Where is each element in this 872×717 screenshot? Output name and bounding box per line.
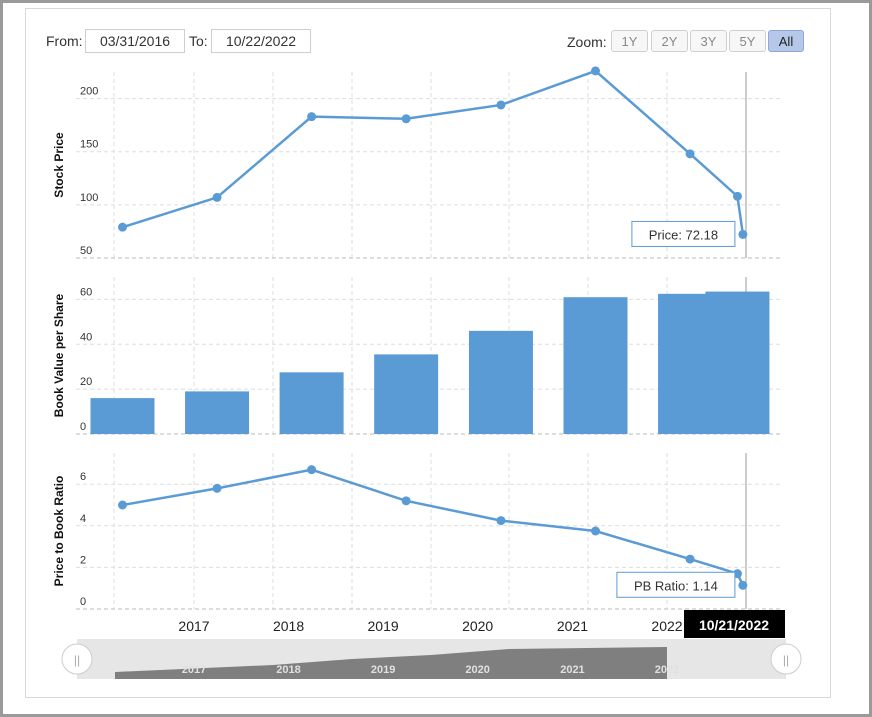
crosshair-date-label: 10/21/2022: [699, 617, 769, 633]
data-point: [738, 229, 748, 239]
y-tick-label: 40: [80, 331, 92, 343]
y-tick-label: 60: [80, 286, 92, 298]
navigator-tick-label: 2017: [182, 664, 206, 676]
handle-circle: [770, 643, 802, 675]
navigator-right-handle[interactable]: ||: [770, 643, 802, 675]
y-tick-label: 2: [80, 554, 86, 566]
bar: [563, 297, 628, 434]
y-axis-title: Price to Book Ratio: [52, 476, 66, 587]
y-tick-label: 150: [80, 139, 98, 151]
navigator-tick-label: 2021: [560, 664, 584, 676]
data-point: [496, 516, 506, 526]
navigator-tick-label: 2018: [276, 664, 300, 676]
y-tick-label: 20: [80, 376, 92, 388]
x-tick-label: 2021: [557, 618, 588, 634]
data-point: [591, 66, 601, 76]
x-tick-label: 2019: [368, 618, 399, 634]
zoom-all-button[interactable]: All: [768, 30, 804, 52]
data-point: [732, 191, 742, 201]
tooltip-text: PB Ratio: 1.14: [634, 578, 718, 593]
data-point: [118, 500, 128, 510]
from-date-input[interactable]: [85, 29, 185, 53]
y-axis-title: Stock Price: [52, 132, 66, 198]
navigator-tick-label: 2022: [655, 664, 679, 676]
zoom-3y-button[interactable]: 3Y: [690, 30, 727, 52]
zoom-5y-button[interactable]: 5Y: [729, 30, 766, 52]
y-axis-title: Book Value per Share: [52, 293, 66, 417]
zoom-label: Zoom:: [567, 34, 607, 50]
bar: [279, 372, 344, 434]
bar: [705, 291, 770, 434]
x-tick-label: 2017: [178, 618, 209, 634]
handle-circle: [61, 643, 93, 675]
handle-grip: ||: [783, 653, 789, 667]
bar: [374, 354, 439, 434]
from-label: From:: [46, 33, 83, 49]
x-tick-label: 2018: [273, 618, 304, 634]
navigator-tick-label: 2019: [371, 664, 395, 676]
data-point: [307, 465, 317, 475]
tooltip: Price: 72.18: [631, 220, 736, 247]
navigator-area: [115, 647, 667, 679]
bar: [90, 398, 155, 434]
y-tick-label: 4: [80, 513, 86, 525]
y-tick-label: 50: [80, 245, 92, 257]
tooltip-box: [616, 571, 736, 598]
data-point: [591, 526, 601, 536]
tooltip: PB Ratio: 1.14: [616, 571, 736, 598]
y-tick-label: 0: [80, 421, 86, 433]
data-point: [401, 114, 411, 124]
data-point: [401, 496, 411, 506]
tooltip-box: [631, 220, 736, 247]
navigator-left-handle[interactable]: ||: [61, 643, 93, 675]
data-point: [685, 554, 695, 564]
data-point: [212, 483, 222, 493]
crosshair-date-box: [684, 610, 785, 638]
data-point: [307, 112, 317, 122]
bar: [468, 330, 533, 434]
handle-grip: ||: [74, 653, 80, 667]
navigator-tick-label: 2020: [465, 664, 489, 676]
y-tick-label: 200: [80, 86, 98, 98]
data-point: [212, 192, 222, 202]
series-line: [122, 69, 745, 235]
x-tick-label: 2022: [651, 618, 682, 634]
to-date-input[interactable]: [211, 29, 311, 53]
tooltip-text: Price: 72.18: [649, 227, 718, 242]
y-tick-label: 6: [80, 471, 86, 483]
data-point: [118, 222, 128, 232]
x-tick-label: 2020: [462, 618, 493, 634]
bar: [185, 391, 250, 434]
zoom-1y-button[interactable]: 1Y: [611, 30, 648, 52]
y-tick-label: 100: [80, 192, 98, 204]
y-tick-label: 0: [80, 596, 86, 608]
data-point: [496, 100, 506, 110]
data-point: [685, 149, 695, 159]
zoom-2y-button[interactable]: 2Y: [651, 30, 688, 52]
data-point: [738, 580, 748, 590]
to-label: To:: [189, 33, 208, 49]
